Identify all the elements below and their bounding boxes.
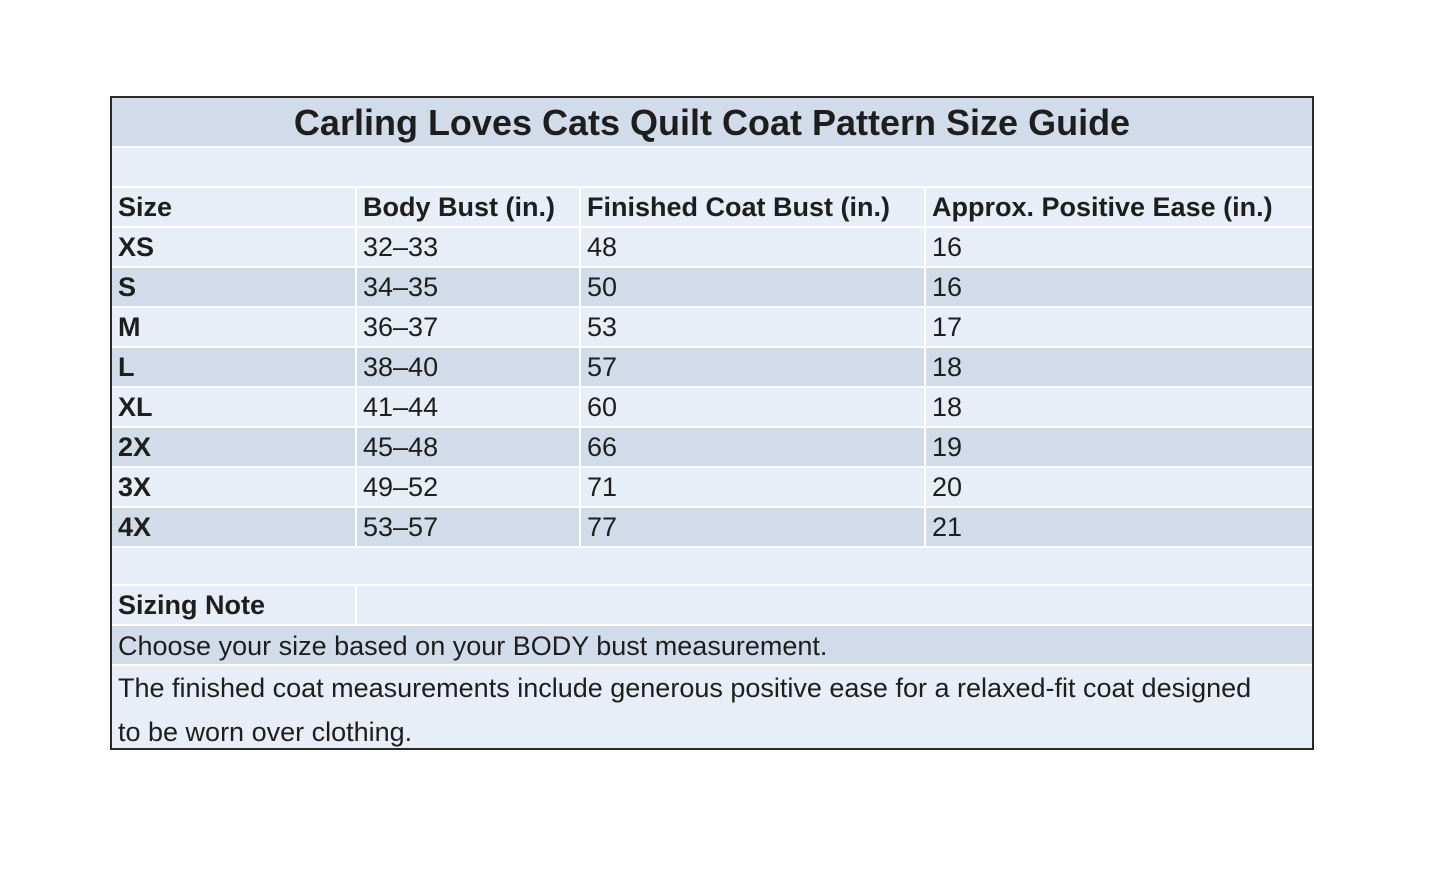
finished-bust-cell: 53	[581, 308, 926, 346]
header-size: Size	[112, 188, 357, 226]
table-row: XL 41–44 60 18	[112, 388, 1312, 428]
ease-cell: 18	[932, 352, 963, 382]
table-row: 3X 49–52 71 20	[112, 468, 1312, 508]
size-cell: 4X	[112, 508, 357, 546]
ease-cell: 18	[932, 392, 963, 422]
finished-bust-cell: 66	[581, 428, 926, 466]
size-guide-table: Carling Loves Cats Quilt Coat Pattern Si…	[110, 96, 1314, 750]
ease-cell: 16	[932, 272, 963, 302]
header-positive-ease: Approx. Positive Ease (in.)	[932, 192, 1273, 222]
note-line-2-band: The finished coat measurements include g…	[112, 666, 1312, 748]
table-row: 2X 45–48 66 19	[112, 428, 1312, 468]
body-bust-cell: 45–48	[357, 428, 581, 466]
table-row: L 38–40 57 18	[112, 348, 1312, 388]
note-heading-empty-cell	[357, 586, 1312, 624]
finished-bust-cell: 48	[581, 228, 926, 266]
table-header-row: Size Body Bust (in.) Finished Coat Bust …	[112, 188, 1312, 228]
ease-cell: 21	[932, 512, 963, 542]
size-cell: XL	[112, 388, 357, 426]
finished-bust-cell: 77	[581, 508, 926, 546]
size-cell: M	[112, 308, 357, 346]
note-line-2: The finished coat measurements include g…	[118, 673, 1252, 747]
header-body-bust: Body Bust (in.)	[357, 188, 581, 226]
body-bust-cell: 49–52	[357, 468, 581, 506]
spacer-row	[112, 548, 1312, 586]
header-finished-coat-bust: Finished Coat Bust (in.)	[581, 188, 926, 226]
note-heading-row: Sizing Note	[112, 586, 1312, 626]
body-bust-cell: 36–37	[357, 308, 581, 346]
note-heading: Sizing Note	[112, 586, 357, 624]
ease-cell: 20	[932, 472, 963, 502]
size-cell: 3X	[112, 468, 357, 506]
note-line-1: Choose your size based on your BODY bust…	[112, 626, 1312, 666]
table-row: M 36–37 53 17	[112, 308, 1312, 348]
body-bust-cell: 53–57	[357, 508, 581, 546]
body-bust-cell: 41–44	[357, 388, 581, 426]
size-cell: XS	[112, 228, 357, 266]
finished-bust-cell: 60	[581, 388, 926, 426]
table-row: 4X 53–57 77 21	[112, 508, 1312, 548]
size-cell: 2X	[112, 428, 357, 466]
table-row: S 34–35 50 16	[112, 268, 1312, 308]
ease-cell: 16	[932, 232, 963, 262]
page-title: Carling Loves Cats Quilt Coat Pattern Si…	[112, 98, 1312, 148]
spacer-row	[112, 148, 1312, 188]
finished-bust-cell: 57	[581, 348, 926, 386]
table-row: XS 32–33 48 16	[112, 228, 1312, 268]
ease-cell: 19	[932, 432, 963, 462]
size-cell: L	[112, 348, 357, 386]
body-bust-cell: 32–33	[357, 228, 581, 266]
size-cell: S	[112, 268, 357, 306]
finished-bust-cell: 71	[581, 468, 926, 506]
ease-cell: 17	[932, 312, 963, 342]
finished-bust-cell: 50	[581, 268, 926, 306]
body-bust-cell: 34–35	[357, 268, 581, 306]
body-bust-cell: 38–40	[357, 348, 581, 386]
